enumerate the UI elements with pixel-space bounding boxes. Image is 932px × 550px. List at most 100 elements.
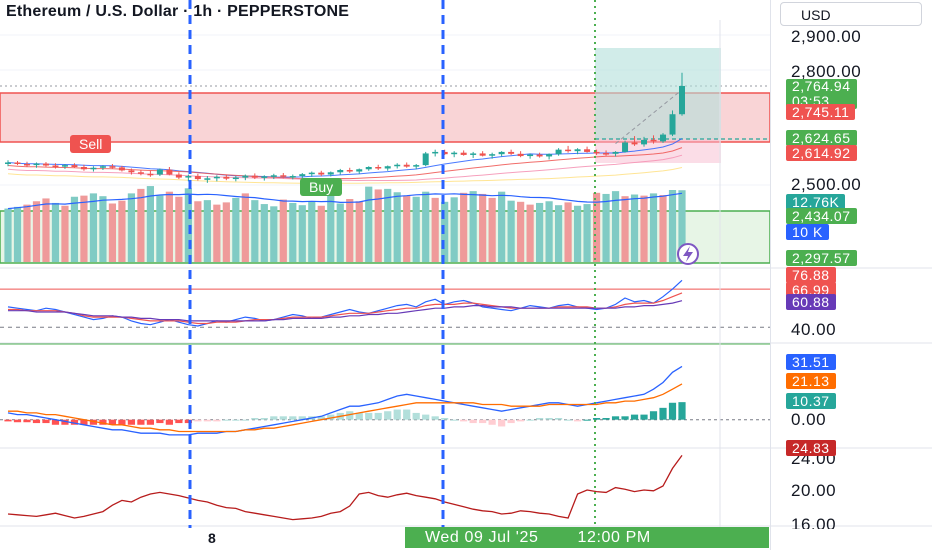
volume-bar [374,189,382,262]
candle-body [669,114,676,135]
grid [0,34,932,527]
candle-body [109,166,116,168]
macd-histogram-bar [602,418,610,420]
macd-histogram-bar [498,419,506,427]
volume-bar [137,188,145,262]
overlay-lines [188,0,721,528]
macd-histogram-bar [517,419,525,422]
candle-body [185,176,192,178]
candle-body [99,166,106,168]
volume-bar [99,196,107,262]
macd-histogram-bar [241,419,249,421]
time-tick-8: 8 [208,530,216,546]
macd-histogram-bar [393,409,401,420]
volume-bar [384,188,392,262]
last-price-value: 2,764.94 [792,78,851,94]
candle-body [337,170,344,173]
moving-averages [7,89,683,184]
macd-histogram-bar [554,418,563,420]
candle-body [422,153,429,166]
macd-histogram-bar [251,418,259,420]
sell-signal-label: Sell [70,135,112,153]
macd-histogram-bar [374,412,382,420]
buy-signal-label: Buy [300,178,343,196]
candle-body [289,176,296,178]
volume-bar [42,198,50,262]
candle-body [384,166,391,169]
macd-histogram-bar [89,419,98,425]
volume-bar [346,199,354,262]
macd-histogram-bar [668,402,677,420]
candle-body [413,165,420,167]
macd-histogram-bar [213,419,221,422]
volume-bar [127,193,136,262]
candle-body [232,177,239,180]
macd-histogram-bar [118,419,126,425]
macd-histogram-bar [61,419,69,425]
volume-bar [146,186,154,262]
volume-bar [61,205,69,262]
volume-bar [80,195,88,262]
projection-dashed-line [615,89,683,145]
volume-bar [118,200,126,262]
macd-histogram-bar [526,419,534,421]
candle-body [631,142,638,145]
candle-body [679,85,685,115]
macd-histogram-bar [592,418,601,420]
volume-bar [327,195,335,262]
rsi-value-c-tag: 60.88 [786,294,836,310]
volume-bar [222,202,230,262]
candle-body [23,163,30,166]
candle-body [71,165,78,167]
volume-ma-tag: 10 K [786,224,829,240]
volume-bar [13,206,22,262]
macd-histogram-bar [23,419,31,423]
candle-body [375,167,382,169]
macd-series-line [8,383,683,433]
candle-body [118,167,125,171]
volume-bar [51,202,60,262]
macd-histogram-bar [469,419,477,424]
candle-body [346,170,353,172]
volume-zone-top-tag: 2,434.07 [786,208,857,224]
volume-bar [526,204,534,262]
ma-b-price-tag: 2,614.92 [786,145,857,161]
candle-body [555,149,562,155]
macd-histogram-bar [450,419,458,421]
candle-body [308,172,315,175]
candle-body [641,139,648,145]
volume-bar [545,201,553,262]
macd-histogram-bar [175,419,183,424]
volume-bar [554,205,563,262]
volume-bar [659,195,667,262]
candle-body [498,151,505,155]
volume-bar [592,192,601,262]
price-tick-2500: 2,500.00 [791,175,862,194]
currency-button[interactable]: USD [780,2,922,26]
candle-body [175,174,182,178]
volume-bar [583,204,591,262]
volume-bar [422,191,430,262]
volume-bar [403,195,411,262]
candles [5,72,685,183]
macd-histogram-bar [355,412,363,420]
volume-bar [194,201,202,262]
candle-body [80,167,87,170]
candle-body [270,175,277,177]
rsi-pane [0,279,770,345]
volume-bar [564,202,572,262]
macd-histogram-bar [441,418,449,420]
candle-body [660,134,667,142]
candle-body [128,170,135,173]
macd-histogram-bar [317,416,325,420]
crosshair-clock: 12:00 PM [577,529,651,546]
chart-title: Ethereum / U.S. Dollar · 1h · PEPPERSTON… [6,3,350,20]
volume-bar [23,204,31,262]
macd-histogram-bar [678,402,686,420]
lightning-icon [683,246,693,262]
volume-bar [175,196,183,262]
volume-bar [602,193,610,262]
crosshair-date: Wed 09 Jul '25 [425,529,539,546]
volume-bar [668,190,677,262]
